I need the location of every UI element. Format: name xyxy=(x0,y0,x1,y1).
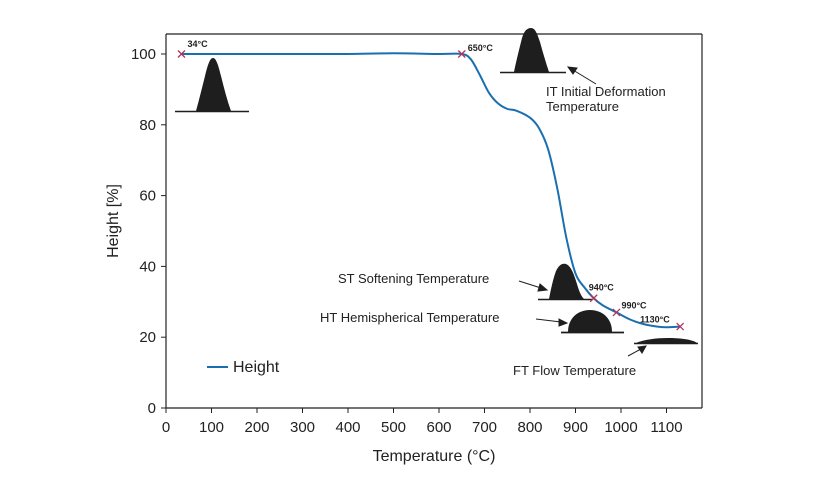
marker-point: 34°C xyxy=(177,39,208,58)
sample-shape-ht xyxy=(561,310,624,334)
series-line-height xyxy=(181,52,681,329)
x-tick-label: 100 xyxy=(199,419,224,436)
arrowhead-st xyxy=(537,283,549,292)
annotation-it-line2: Temperature xyxy=(546,99,619,114)
marker-point: 1130°C xyxy=(640,315,685,331)
x-tick-label: 900 xyxy=(563,419,588,436)
arrowhead-ht xyxy=(558,318,569,327)
y-tick-label: 0 xyxy=(148,400,156,417)
plot-frame xyxy=(165,33,703,409)
y-ticks: 0 20 40 60 80 100 xyxy=(131,46,166,417)
marker-point: 650°C xyxy=(457,43,494,58)
x-tick-label: 0 xyxy=(162,419,170,436)
arrow-ft xyxy=(627,348,642,357)
x-tick-label: 300 xyxy=(290,419,315,436)
point-label: 990°C xyxy=(621,300,647,310)
dome-shape-ht xyxy=(568,310,612,332)
point-label: 1130°C xyxy=(640,315,670,325)
y-tick-label: 40 xyxy=(139,258,156,275)
marker-point: 940°C xyxy=(589,282,615,303)
cone-shape-it xyxy=(514,28,549,72)
x-tick-label: 200 xyxy=(244,419,269,436)
x-ticks: 0 100 200 300 400 500 600 700 800 900 1000 1100 xyxy=(162,408,683,436)
marker-cross xyxy=(589,294,598,303)
annotation-ft: FT Flow Temperature xyxy=(513,363,636,378)
marker-cross xyxy=(177,50,186,58)
arrow-ht xyxy=(535,318,562,323)
sample-shape-st xyxy=(538,263,592,301)
annotation-st: ST Softening Temperature xyxy=(338,271,489,286)
y-tick-label: 20 xyxy=(139,329,156,346)
marker-cross xyxy=(676,322,685,331)
arrow-st xyxy=(518,280,542,289)
y-axis-label: Height [%] xyxy=(105,184,122,258)
flat-shape-ft xyxy=(636,338,697,343)
sample-shape-initial xyxy=(175,58,249,113)
point-label: 940°C xyxy=(589,282,615,292)
arrow-it xyxy=(572,69,597,85)
y-tick-label: 60 xyxy=(139,188,156,205)
annotation-arrows xyxy=(518,66,647,357)
markers: 34°C 650°C 940°C 990°C 1130°C xyxy=(177,39,685,331)
arrowhead-ft xyxy=(637,345,647,354)
cone-shape-st xyxy=(549,263,584,299)
marker-point: 990°C xyxy=(612,300,647,317)
marker-cross xyxy=(612,308,621,317)
x-tick-label: 600 xyxy=(426,419,451,436)
y-tick-label: 100 xyxy=(131,46,156,63)
x-tick-label: 1100 xyxy=(650,419,682,436)
annotation-ht: HT Hemispherical Temperature xyxy=(320,310,499,325)
x-tick-label: 400 xyxy=(335,419,360,436)
x-tick-label: 500 xyxy=(381,419,406,436)
annotation-it-line1: IT Initial Deformation xyxy=(546,84,666,99)
legend-label: Height xyxy=(233,359,280,376)
y-tick-label: 80 xyxy=(139,117,156,134)
x-tick-label: 700 xyxy=(472,419,497,436)
sample-shape-ft xyxy=(634,338,698,345)
x-axis-label: Temperature (°C) xyxy=(373,448,496,465)
sample-shape-it xyxy=(500,28,566,74)
marker-cross xyxy=(457,50,466,58)
legend: Height xyxy=(207,359,280,376)
x-tick-label: 1000 xyxy=(604,419,637,436)
arrowhead-it xyxy=(566,66,578,75)
cone-shape-initial xyxy=(196,58,231,111)
point-label: 650°C xyxy=(468,43,494,53)
x-tick-label: 800 xyxy=(517,419,542,436)
point-label: 34°C xyxy=(187,39,208,49)
